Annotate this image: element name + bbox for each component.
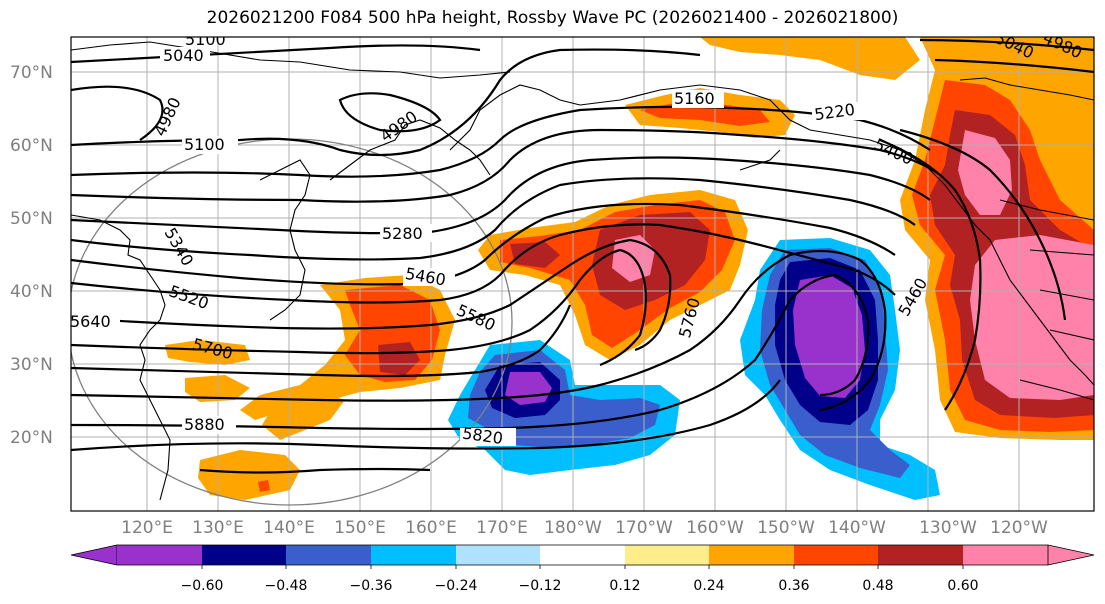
contour-label-5640: 5640 xyxy=(70,312,111,331)
colorbar-bin xyxy=(794,545,878,565)
plot-frame xyxy=(70,36,1095,512)
colorbar-tick-label: −0.12 xyxy=(519,578,562,594)
lon-label-140e: 140°E xyxy=(263,518,315,538)
colorbar-tick-label: −0.36 xyxy=(350,578,393,594)
height-contours xyxy=(71,38,1094,474)
colorbar-bin xyxy=(286,545,371,565)
positive-anomaly-bering xyxy=(700,37,920,80)
lat-label-40n: 40°N xyxy=(10,282,53,302)
lon-label-130w: 130°W xyxy=(919,518,977,538)
lon-label-170e: 170°E xyxy=(476,518,528,538)
lon-label-130e: 130°E xyxy=(192,518,244,538)
lat-label-50n: 50°N xyxy=(10,209,53,229)
lon-label-120e: 120°E xyxy=(121,518,173,538)
colorbar-tick-label: 0.36 xyxy=(778,578,809,594)
latitude-labels: 70°N 60°N 50°N 40°N 30°N 20°N xyxy=(10,63,53,448)
colorbar-bin xyxy=(117,545,202,565)
colorbar-bin xyxy=(709,545,794,565)
colorbar-bin xyxy=(371,545,456,565)
lon-label-170w: 170°W xyxy=(615,518,673,538)
contour-label-5100-top: 5100 xyxy=(185,30,226,49)
colorbar-bin xyxy=(202,545,286,565)
lon-label-140w: 140°W xyxy=(828,518,886,538)
colorbar-bin xyxy=(625,545,709,565)
lon-label-180w: 180°W xyxy=(544,518,602,538)
longitude-labels: 120°E 130°E 140°E 150°E 160°E 170°E 180°… xyxy=(121,518,1048,538)
contour-label-5040-west: 5040 xyxy=(163,46,204,65)
colorbar-tick-label: −0.24 xyxy=(435,578,478,594)
colorbar-bin xyxy=(540,545,625,565)
lon-label-160w: 160°W xyxy=(686,518,744,538)
colorbar-bin xyxy=(456,545,540,565)
colorbar-tick-label: 0.12 xyxy=(609,578,640,594)
colorbar-tick-label: 0.48 xyxy=(862,578,893,594)
colorbar-extend-min xyxy=(70,544,118,566)
lon-label-150w: 150°W xyxy=(757,518,815,538)
colorbar-extend-max xyxy=(1047,544,1095,566)
contour-label-5880: 5880 xyxy=(184,415,225,434)
lon-label-120w: 120°W xyxy=(990,518,1048,538)
map-title: 2026021200 F084 500 hPa height, Rossby W… xyxy=(206,8,899,28)
colorbar-bin xyxy=(963,545,1048,565)
coastlines xyxy=(71,41,1094,501)
colorbar-tick-label: −0.60 xyxy=(181,578,224,594)
lon-label-160e: 160°E xyxy=(405,518,457,538)
colorbar-tick-label: −0.48 xyxy=(265,578,308,594)
lat-label-70n: 70°N xyxy=(10,63,53,83)
colorbar-tick-label: 0.24 xyxy=(693,578,724,594)
lon-label-150e: 150°E xyxy=(334,518,386,538)
colorbar-tick-label: 0.60 xyxy=(947,578,978,594)
contour-label-5100-west: 5100 xyxy=(184,135,225,154)
contour-label-5160: 5160 xyxy=(674,89,715,108)
colorbar-bin xyxy=(878,545,963,565)
contour-label-5280: 5280 xyxy=(382,224,423,243)
lat-label-30n: 30°N xyxy=(10,355,53,375)
colorbar: −0.60 −0.48 −0.36 −0.24 −0.12 0.12 0.24 … xyxy=(70,544,1095,594)
lat-label-20n: 20°N xyxy=(10,428,53,448)
lat-label-60n: 60°N xyxy=(10,136,53,156)
